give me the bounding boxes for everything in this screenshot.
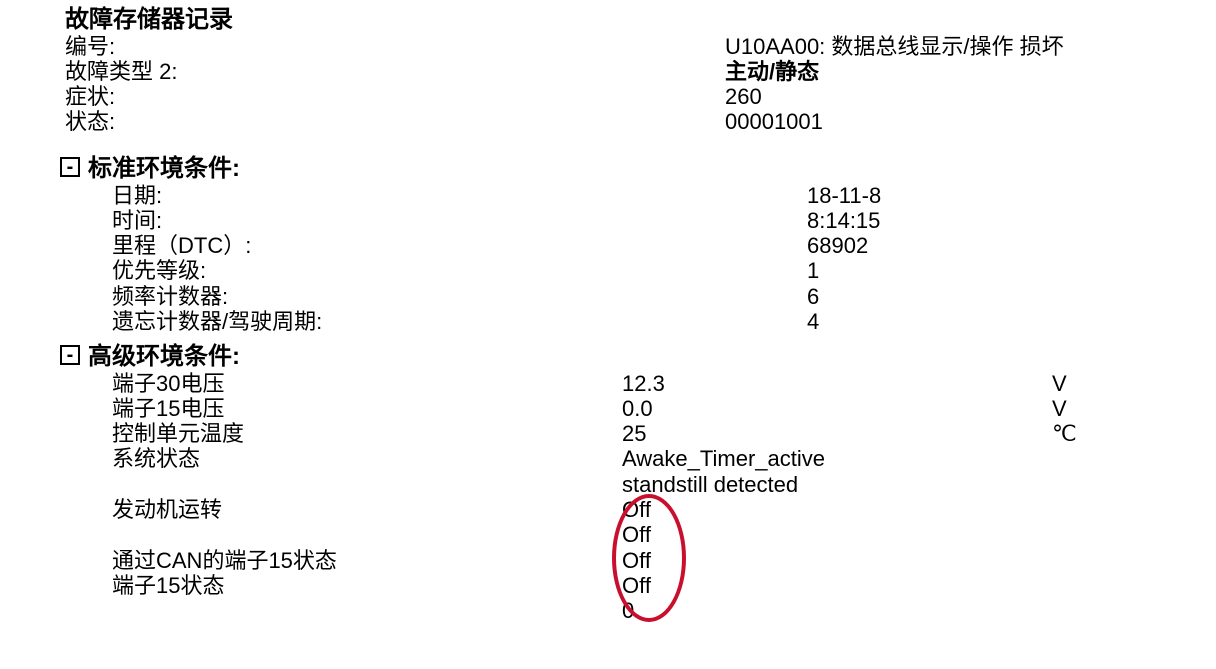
- adv-row-label: 发动机运转: [112, 497, 622, 522]
- adv-row-value: 0.0: [622, 396, 1052, 421]
- std-row-value: 68902: [807, 233, 868, 258]
- adv-row-label: 系统状态: [112, 446, 622, 471]
- adv-row-value: 25: [622, 421, 1052, 446]
- adv-row-value: Off: [622, 548, 1052, 573]
- adv-row-unit: V: [1052, 371, 1092, 396]
- advanced-conditions-row: 0: [112, 598, 1092, 623]
- advanced-conditions-header: 高级环境条件:: [88, 343, 240, 371]
- advanced-conditions-row: 控制单元温度 25 ℃: [112, 421, 1092, 446]
- standard-conditions-header: 标准环境条件:: [88, 155, 240, 183]
- fault-record-value: 260: [725, 84, 762, 109]
- std-row-label: 时间:: [112, 208, 807, 233]
- fault-record-row: 状态: 00001001: [65, 109, 1064, 134]
- adv-row-value: standstill detected: [622, 472, 1052, 497]
- standard-conditions-body: 日期: 18-11-8 时间: 8:14:15 里程（DTC）: 68902 优…: [60, 183, 881, 335]
- std-row-label: 优先等级:: [112, 258, 807, 283]
- advanced-conditions-row: Off: [112, 522, 1092, 547]
- adv-row-value: Off: [622, 522, 1052, 547]
- adv-row-value: 12.3: [622, 371, 1052, 396]
- advanced-conditions-row: 通过CAN的端子15状态 Off: [112, 548, 1092, 573]
- standard-conditions-row: 里程（DTC）: 68902: [112, 233, 881, 258]
- advanced-conditions-row: 端子15状态 Off: [112, 573, 1092, 598]
- std-row-label: 日期:: [112, 183, 807, 208]
- advanced-conditions-row: 发动机运转 Off: [112, 497, 1092, 522]
- collapse-toggle-icon[interactable]: -: [60, 345, 80, 365]
- adv-row-label: 端子15电压: [112, 396, 622, 421]
- collapse-toggle-icon[interactable]: -: [60, 157, 80, 177]
- adv-row-value: Off: [622, 573, 1052, 598]
- fault-record-value: 00001001: [725, 109, 823, 134]
- fault-record-title: 故障存储器记录: [65, 6, 1064, 34]
- std-row-value: 8:14:15: [807, 208, 880, 233]
- fault-record-value: 主动/静态: [725, 59, 819, 84]
- advanced-conditions-section: - 高级环境条件: 端子30电压 12.3 V 端子15电压 0.0 V 控制单…: [60, 343, 1092, 624]
- adv-row-value: Off: [622, 497, 1052, 522]
- adv-row-value: 0: [622, 598, 1052, 623]
- adv-row-value: Awake_Timer_active: [622, 446, 1052, 471]
- standard-conditions-row: 频率计数器: 6: [112, 284, 881, 309]
- standard-conditions-row: 遗忘计数器/驾驶周期: 4: [112, 309, 881, 334]
- std-row-value: 1: [807, 258, 819, 283]
- fault-record-label: 状态:: [65, 109, 725, 134]
- adv-row-label: 控制单元温度: [112, 421, 622, 446]
- standard-conditions-row: 日期: 18-11-8: [112, 183, 881, 208]
- adv-row-label: 端子30电压: [112, 371, 622, 396]
- fault-record-label: 故障类型 2:: [65, 59, 725, 84]
- fault-record-label: 编号:: [65, 34, 725, 59]
- advanced-conditions-row: 系统状态 Awake_Timer_active: [112, 446, 1092, 471]
- adv-row-label: 通过CAN的端子15状态: [112, 548, 622, 573]
- std-row-label: 里程（DTC）:: [112, 233, 807, 258]
- fault-record-section: 故障存储器记录 编号: U10AA00: 数据总线显示/操作 损坏 故障类型 2…: [65, 6, 1064, 135]
- fault-record-label: 症状:: [65, 84, 725, 109]
- standard-conditions-row: 优先等级: 1: [112, 258, 881, 283]
- adv-row-label: 端子15状态: [112, 573, 622, 598]
- std-row-value: 18-11-8: [807, 183, 881, 208]
- advanced-conditions-row: standstill detected: [112, 472, 1092, 497]
- diagnostic-report-page: 故障存储器记录 编号: U10AA00: 数据总线显示/操作 损坏 故障类型 2…: [0, 0, 1216, 669]
- fault-record-row: 故障类型 2: 主动/静态: [65, 59, 1064, 84]
- standard-conditions-section: - 标准环境条件: 日期: 18-11-8 时间: 8:14:15 里程（DTC…: [60, 155, 881, 334]
- std-row-label: 遗忘计数器/驾驶周期:: [112, 309, 807, 334]
- fault-record-row: 症状: 260: [65, 84, 1064, 109]
- advanced-conditions-body: 端子30电压 12.3 V 端子15电压 0.0 V 控制单元温度 25 ℃ 系…: [60, 371, 1092, 624]
- advanced-conditions-row: 端子30电压 12.3 V: [112, 371, 1092, 396]
- fault-record-value: U10AA00: 数据总线显示/操作 损坏: [725, 34, 1064, 59]
- standard-conditions-header-row: - 标准环境条件:: [60, 155, 881, 183]
- std-row-value: 6: [807, 284, 819, 309]
- std-row-label: 频率计数器:: [112, 284, 807, 309]
- standard-conditions-row: 时间: 8:14:15: [112, 208, 881, 233]
- adv-row-unit: V: [1052, 396, 1092, 421]
- fault-record-row: 编号: U10AA00: 数据总线显示/操作 损坏: [65, 34, 1064, 59]
- std-row-value: 4: [807, 309, 819, 334]
- advanced-conditions-header-row: - 高级环境条件:: [60, 343, 1092, 371]
- advanced-conditions-row: 端子15电压 0.0 V: [112, 396, 1092, 421]
- adv-row-unit: ℃: [1052, 421, 1092, 446]
